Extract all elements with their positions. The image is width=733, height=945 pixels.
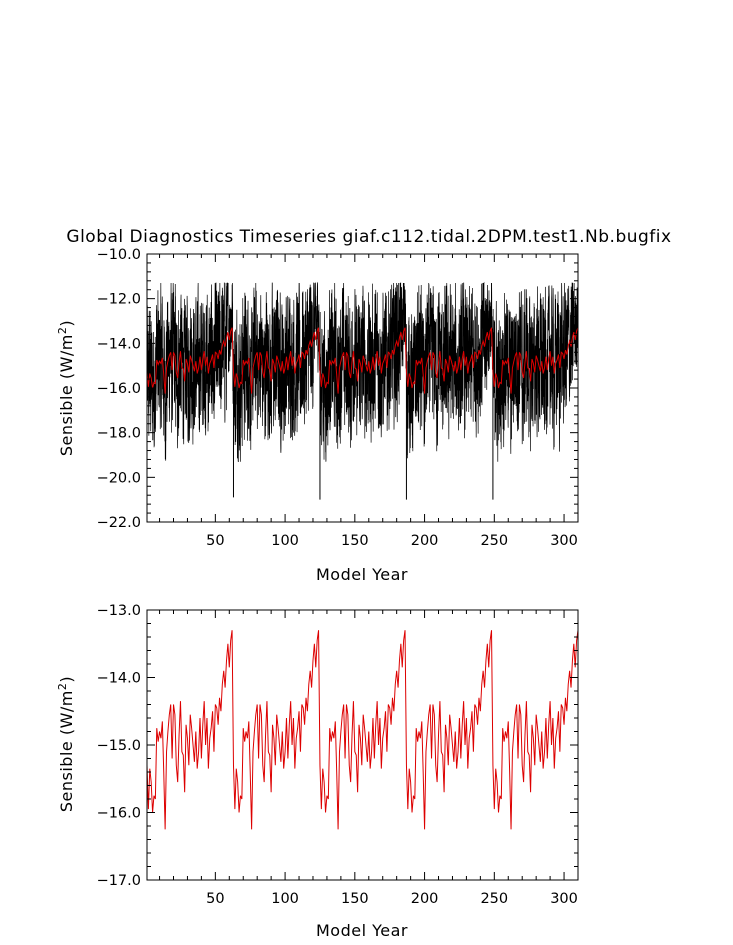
y-tick-label: −14.0 [97,671,141,687]
annual-mean-line [147,327,578,394]
bottom-axes-group: 50 100 150 200 250 300 −17.0 −16.0 −15.0 −14.0 −13… [97,603,579,907]
x-tick-label: 100 [271,533,299,549]
y-tick-label: −17.0 [97,873,141,889]
x-tick-label: 150 [341,533,369,549]
x-tick-label: 50 [206,891,224,907]
x-tick-label: 50 [206,533,224,549]
x-tick-label: 250 [480,891,508,907]
x-tick-label: 250 [480,533,508,549]
chart-title: Global Diagnostics Timeseries giaf.c112.… [66,227,671,247]
x-tick-label: 150 [341,891,369,907]
annual-mean-line [147,630,578,830]
y-tick-label: −10.0 [97,247,141,263]
x-tick-label: 100 [271,891,299,907]
x-tick-label: 300 [550,891,578,907]
x-tick-label: 200 [411,533,439,549]
bottom-series-group [147,630,578,830]
y-tick-label: −16.0 [97,806,141,822]
y-tick-label: −16.0 [97,381,141,397]
y-tick-label: −20.0 [97,470,141,486]
monthly-series-line [147,281,578,463]
x-tick-label: 200 [411,891,439,907]
top-panel: Global Diagnostics Timeseries giaf.c112.… [56,227,671,584]
y-tick-label: −18.0 [97,426,141,442]
y-tick-label: −15.0 [97,738,141,754]
bottom-x-axis-label: Model Year [316,921,408,940]
y-tick-label: −13.0 [97,603,141,619]
bottom-y-axis-label: Sensible (W/m2) [56,676,76,812]
top-series-group [147,281,578,500]
top-y-axis-label: Sensible (W/m2) [56,320,76,456]
y-tick-label: −22.0 [97,515,141,531]
y-tick-label: −12.0 [97,292,141,308]
bottom-panel: 50 100 150 200 250 300 −17.0 −16.0 −15.0 −14.0 −13… [56,603,579,940]
y-tick-label: −14.0 [97,336,141,352]
x-tick-label: 300 [550,533,578,549]
top-x-axis-label: Model Year [316,565,408,584]
top-axes-group: 50 100 150 200 250 300 −22.0 −20.0 −18.0 −16.0 −14… [97,247,579,549]
